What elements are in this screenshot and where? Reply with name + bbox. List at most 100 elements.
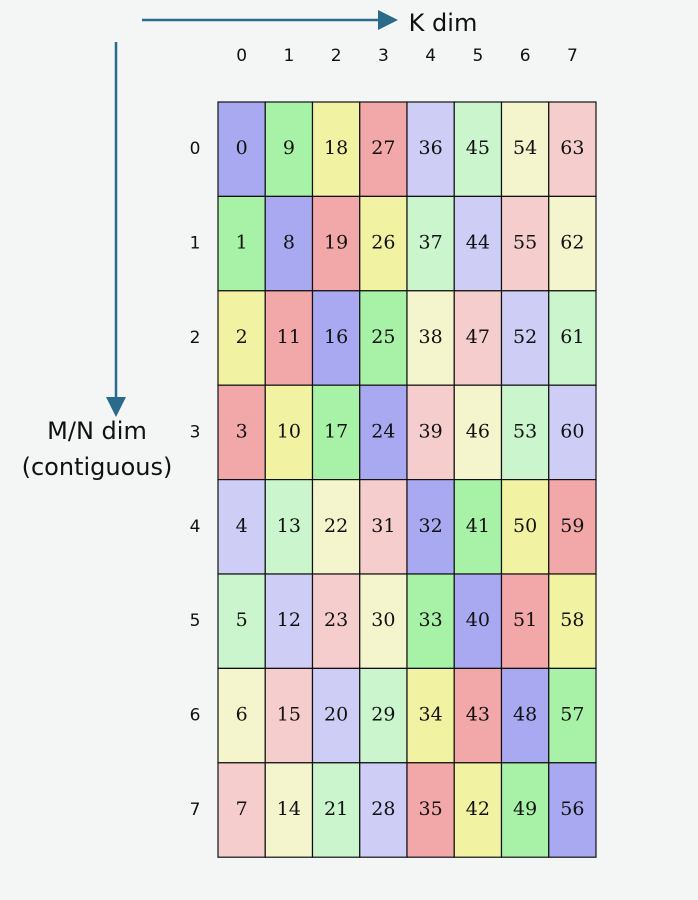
cell — [217, 195, 266, 292]
cell-value: 18 — [324, 137, 348, 159]
cell-value: 28 — [371, 798, 395, 820]
cell — [217, 384, 266, 481]
row-header: 1 — [190, 234, 201, 254]
col-header: 6 — [520, 46, 531, 66]
cell-value: 24 — [371, 420, 395, 442]
cell — [548, 762, 597, 858]
cell-value: 45 — [466, 137, 490, 159]
cell-value: 1 — [236, 232, 248, 254]
cell-value: 37 — [419, 232, 443, 254]
cell-value: 10 — [277, 420, 301, 442]
cell-value: 40 — [466, 609, 490, 631]
cell — [217, 667, 266, 764]
cell-value: 47 — [466, 326, 490, 348]
row-header: 7 — [190, 800, 201, 820]
cell — [264, 479, 314, 575]
cell-value: 19 — [324, 232, 348, 254]
cell-value: 39 — [419, 420, 443, 442]
cell-value: 6 — [236, 704, 248, 726]
cell-value: 35 — [419, 798, 443, 820]
cell-value: 16 — [324, 326, 348, 348]
row-header: 5 — [190, 611, 201, 631]
cell-value: 31 — [371, 515, 395, 537]
cell-value: 46 — [466, 420, 490, 442]
cell — [359, 762, 408, 858]
cell-value: 2 — [236, 326, 248, 348]
cell-value: 42 — [466, 798, 490, 820]
cell — [500, 667, 550, 764]
cell-value: 14 — [277, 798, 301, 820]
cell — [406, 384, 455, 481]
cell-value: 44 — [466, 232, 490, 254]
cell — [406, 290, 455, 386]
cell — [359, 667, 408, 764]
k-label: K dim — [409, 9, 478, 37]
col-header: 1 — [283, 46, 294, 66]
cell-value: 33 — [419, 609, 443, 631]
col-header: 4 — [425, 46, 436, 66]
cell-value: 58 — [560, 609, 584, 631]
cell-value: 62 — [560, 232, 584, 254]
cell — [406, 195, 455, 292]
cell-value: 49 — [513, 798, 537, 820]
cell — [264, 384, 314, 481]
cell — [311, 290, 361, 386]
cell-value: 11 — [277, 326, 301, 348]
cell-value: 55 — [513, 232, 537, 254]
cell — [311, 101, 361, 198]
cell — [453, 290, 503, 386]
cell-value: 59 — [560, 515, 584, 537]
cell-value: 21 — [324, 798, 348, 820]
cell — [500, 101, 550, 198]
col-header: 2 — [331, 46, 342, 66]
col-header: 7 — [567, 46, 578, 66]
cell-value: 20 — [324, 704, 348, 726]
cell-value: 57 — [560, 704, 584, 726]
cell-value: 4 — [236, 515, 248, 537]
cell — [453, 384, 503, 481]
col-header: 5 — [472, 46, 483, 66]
cell — [548, 573, 597, 670]
cell — [453, 479, 503, 575]
cell-value: 52 — [513, 326, 537, 348]
cell-value: 26 — [371, 232, 395, 254]
cell-value: 25 — [371, 326, 395, 348]
cell — [217, 290, 266, 386]
cell-value: 48 — [513, 704, 537, 726]
cell-value: 7 — [236, 798, 248, 820]
cell — [311, 573, 361, 670]
cell — [311, 195, 361, 292]
cell-value: 17 — [324, 420, 348, 442]
cell — [453, 667, 503, 764]
cell — [500, 573, 550, 670]
cell — [264, 762, 314, 858]
cell-value: 50 — [513, 515, 537, 537]
cell-value: 23 — [324, 609, 348, 631]
cell — [548, 101, 597, 198]
m-sublabel: (contiguous) — [22, 453, 173, 481]
row-header: 3 — [190, 422, 201, 442]
cell-value: 53 — [513, 420, 537, 442]
cell — [359, 290, 408, 386]
cell-value: 56 — [560, 798, 584, 820]
cell-value: 29 — [371, 704, 395, 726]
cell — [406, 101, 455, 198]
cell-value: 32 — [419, 515, 443, 537]
cell-value: 36 — [419, 137, 443, 159]
cell-value: 9 — [283, 137, 295, 159]
cell-value: 22 — [324, 515, 348, 537]
cell-value: 54 — [513, 137, 537, 159]
cell — [359, 384, 408, 481]
cell-value: 8 — [283, 232, 295, 254]
cell — [264, 573, 314, 670]
cell-value: 3 — [236, 420, 248, 442]
cell — [406, 573, 455, 670]
cell-value: 13 — [277, 515, 301, 537]
cell-value: 0 — [236, 137, 248, 159]
cell-value: 41 — [466, 515, 490, 537]
row-header: 0 — [190, 139, 201, 159]
cell — [264, 667, 314, 764]
cell-value: 61 — [560, 326, 584, 348]
row-header: 2 — [190, 328, 201, 348]
